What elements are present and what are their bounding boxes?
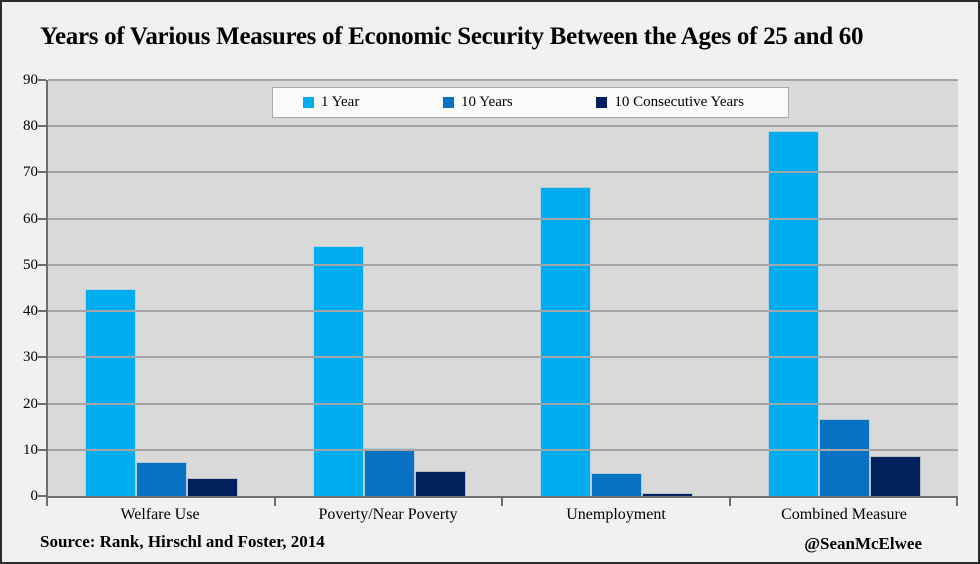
category-label: Welfare Use	[120, 506, 200, 523]
y-axis-label: 70	[23, 164, 38, 181]
y-axis-label: 80	[23, 118, 38, 135]
y-gridline	[48, 125, 958, 128]
bar-group	[503, 80, 731, 496]
y-axis-label: 90	[23, 72, 38, 88]
category-labels: Welfare Use Poverty/Near Poverty Unemploym…	[46, 505, 958, 525]
y-axis-tick	[38, 402, 46, 405]
legend-label: 1 Year	[321, 94, 360, 110]
y-gridline	[48, 171, 958, 174]
chart-title: Years of Various Measures of Economic Se…	[40, 23, 864, 50]
bar-1-year	[312, 245, 364, 496]
x-axis-tick	[46, 498, 48, 506]
y-gridline	[48, 310, 958, 313]
legend-label: 10 Consecutive Years	[614, 94, 744, 110]
y-gridline	[48, 402, 958, 405]
y-gridline	[48, 263, 958, 266]
y-axis-tick	[38, 356, 46, 359]
legend-item-10-years: 10 Years	[443, 94, 513, 111]
y-axis-tick	[38, 495, 46, 497]
y-axis-tick	[38, 125, 46, 128]
x-axis-tick	[273, 498, 276, 506]
y-axis-label: 60	[23, 210, 38, 227]
bar-10-years	[136, 462, 188, 496]
credit-text: @SeanMcElwee	[804, 534, 922, 553]
bar-1-year	[540, 187, 592, 496]
bar-10-consecutive-years	[414, 470, 466, 496]
bar-group	[731, 80, 959, 496]
bar-group	[276, 80, 504, 496]
legend-swatch-icon	[303, 97, 314, 108]
legend-label: 10 Years	[461, 94, 513, 110]
bar-10-consecutive-years	[642, 492, 694, 496]
bar-1-year	[767, 130, 819, 496]
bar-10-years	[591, 472, 643, 496]
y-axis-tick	[38, 79, 46, 81]
bar-1-year	[85, 288, 137, 496]
y-axis-tick	[38, 310, 46, 313]
legend-item-10-consecutive-years: 10 Consecutive Years	[596, 94, 744, 111]
y-axis-tick	[38, 263, 46, 266]
bar-10-consecutive-years	[187, 478, 239, 496]
y-gridline	[48, 79, 958, 81]
y-axis-label: 40	[23, 303, 38, 320]
bar-group	[48, 80, 276, 496]
legend-item-1-year: 1 Year	[303, 94, 359, 111]
category-label: Combined Measure	[781, 506, 907, 523]
y-axis-label: 50	[23, 256, 38, 273]
x-axis-tick	[501, 498, 503, 506]
bar-10-years	[363, 447, 415, 496]
y-gridline	[48, 356, 958, 359]
y-gridline	[48, 448, 958, 451]
legend-swatch-icon	[596, 97, 608, 108]
category-label: Unemployment	[566, 506, 666, 523]
plot-area: 1 Year 10 Years 10 Consecutive Years 0 10 20…	[23, 72, 958, 506]
bar-10-years	[818, 418, 870, 496]
y-axis-tick	[38, 448, 46, 451]
bar-10-consecutive-years	[869, 456, 921, 496]
category-label: Poverty/Near Poverty	[318, 506, 458, 523]
source-text: Source: Rank, Hirschl and Foster, 2014	[40, 532, 325, 551]
y-axis-label: 0	[30, 488, 39, 504]
legend-swatch-icon	[443, 97, 455, 108]
y-axis-label: 30	[23, 349, 38, 366]
y-axis-tick	[38, 171, 46, 174]
legend: 1 Year 10 Years 10 Consecutive Years	[272, 87, 789, 118]
y-gridline	[48, 217, 958, 220]
y-axis-label: 20	[23, 395, 38, 412]
x-axis-tick	[728, 498, 731, 506]
y-axis-label: 10	[23, 441, 38, 458]
y-axis-tick	[38, 217, 46, 220]
bar-groups	[48, 80, 958, 496]
x-axis-tick	[956, 498, 958, 506]
